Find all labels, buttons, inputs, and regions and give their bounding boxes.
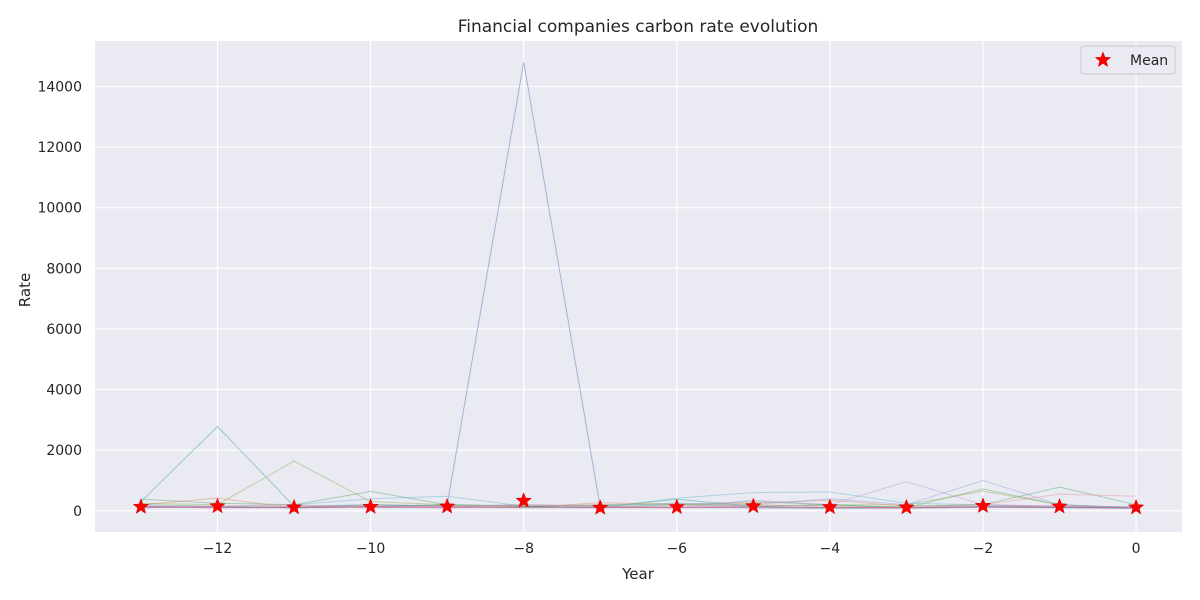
company-series-line (140, 505, 1137, 509)
y-axis-ticks: 0 2000 4000 6000 8000 10000 12000 14000 (37, 79, 82, 519)
legend-box (1080, 45, 1176, 75)
mean-star-marker (285, 498, 303, 515)
x-tick-label: 0 (1132, 541, 1141, 557)
company-series-line (140, 486, 1137, 509)
x-axis-title: Year (621, 565, 655, 583)
mean-star-marker (591, 499, 609, 515)
company-series-line (140, 506, 1137, 509)
y-tick-label: 10000 (37, 201, 82, 217)
x-tick-label: −2 (973, 541, 994, 557)
chart-title: Financial companies carbon rate evolutio… (458, 17, 819, 37)
y-tick-label: 2000 (46, 443, 82, 459)
mean-star-marker (898, 498, 915, 515)
mean-star-marker (438, 497, 456, 514)
legend-star-marker (1094, 51, 1112, 68)
company-series-line (140, 481, 1137, 509)
company-series-line (140, 460, 1137, 509)
mean-star-marker (1051, 497, 1068, 514)
mean-star-marker (1127, 498, 1145, 515)
legend-label-mean: Mean (1130, 53, 1168, 69)
company-series-line (140, 488, 1137, 509)
x-tick-label: −4 (820, 541, 841, 557)
mean-star-marker (362, 498, 379, 514)
grid-lines (95, 41, 1182, 532)
plot-area (95, 41, 1182, 532)
mean-star-marker (209, 497, 226, 514)
legend: Mean (1080, 45, 1176, 75)
company-series-line (140, 493, 1137, 509)
x-tick-label: −10 (356, 541, 386, 557)
x-tick-label: −6 (666, 541, 687, 557)
y-tick-label: 14000 (37, 79, 82, 95)
company-series-line (140, 480, 1137, 509)
mean-star-marker (515, 492, 532, 508)
x-axis-ticks: −12 −10 −8 −6 −4 −2 0 (203, 541, 1141, 557)
x-tick-label: −8 (513, 541, 534, 557)
y-tick-label: 4000 (46, 383, 82, 399)
mean-star-marker (974, 497, 992, 513)
company-series-line (140, 426, 1137, 509)
x-tick-label: −12 (203, 541, 233, 557)
mean-star-marker (745, 497, 762, 514)
mean-star-marker (821, 498, 839, 515)
y-tick-label: 0 (73, 504, 82, 520)
y-tick-label: 8000 (46, 261, 82, 277)
series-lines (140, 61, 1137, 509)
y-tick-label: 6000 (46, 322, 82, 338)
mean-star-marker (132, 498, 150, 514)
company-series-line (140, 491, 1137, 509)
company-series-line (140, 61, 1137, 509)
mean-markers (132, 492, 1145, 515)
y-tick-label: 12000 (37, 140, 82, 156)
company-series-line (140, 497, 1137, 509)
mean-star-marker (668, 498, 686, 515)
y-axis-title: Rate (16, 273, 34, 307)
